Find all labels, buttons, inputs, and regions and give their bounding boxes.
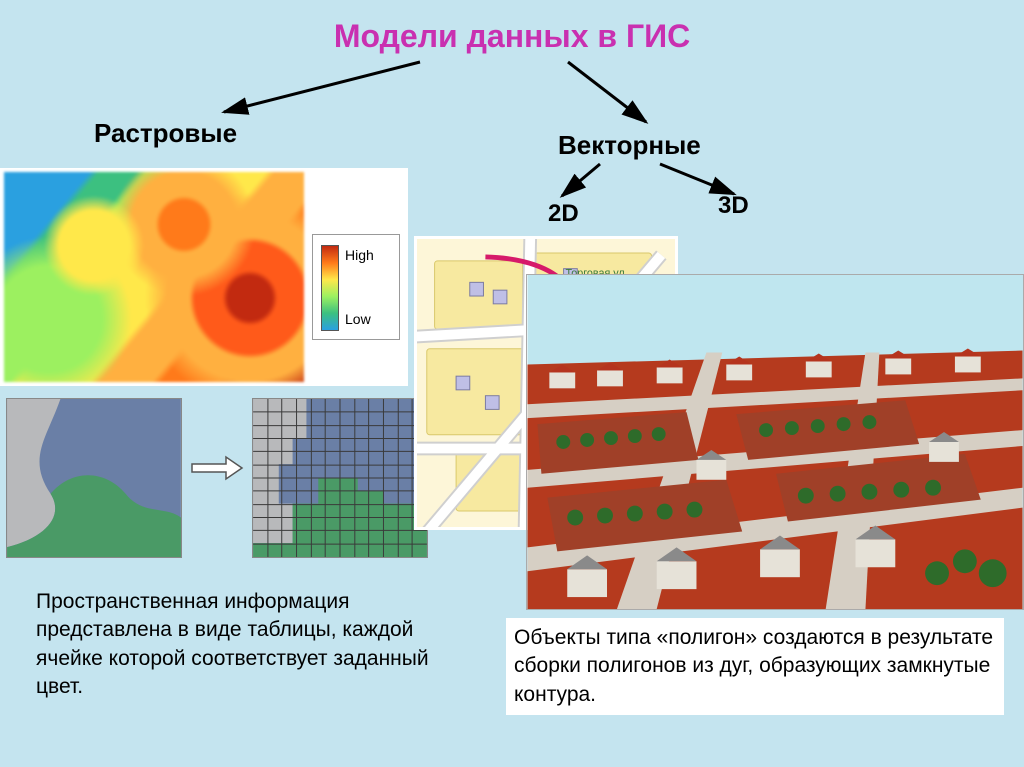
raster-heatmap: High Low — [0, 168, 408, 386]
heatmap-legend: High Low — [312, 234, 400, 340]
label-vector: Векторные — [558, 130, 701, 161]
label-raster: Растровые — [94, 118, 237, 149]
caption-raster: Пространственная информация представлена… — [36, 588, 456, 701]
page-title: Модели данных в ГИС — [0, 18, 1024, 55]
heatmap-surface — [4, 172, 304, 382]
vector-smooth-panel — [6, 398, 182, 558]
arrow-title-vector — [560, 56, 700, 132]
city-3d — [526, 274, 1024, 610]
arrow-vector-to-raster-icon — [190, 454, 244, 482]
raster-grid-panel — [252, 398, 428, 558]
label-2d: 2D — [548, 200, 579, 228]
arrow-vector-2d — [548, 160, 618, 204]
legend-gradient — [321, 245, 339, 331]
legend-high-label: High — [345, 247, 374, 263]
label-3d: 3D — [718, 192, 749, 220]
arrow-title-raster — [210, 56, 430, 122]
legend-low-label: Low — [345, 311, 371, 327]
caption-vector: Объекты типа «полигон» создаются в резул… — [506, 618, 1004, 715]
